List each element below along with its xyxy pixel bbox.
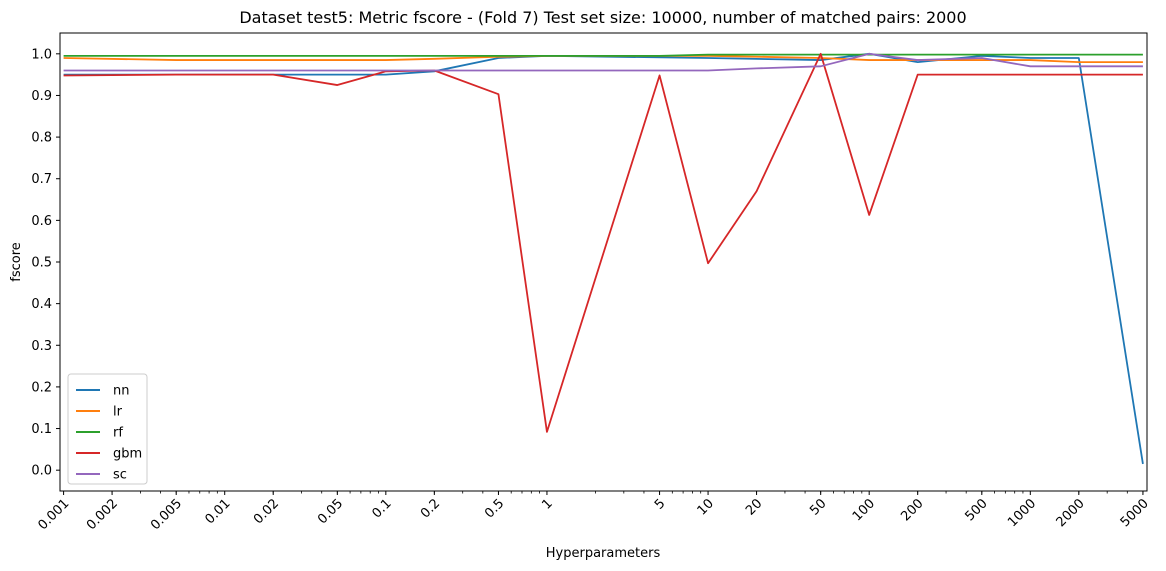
y-tick-label: 0.6 [31, 214, 52, 229]
x-tick-label: 500 [962, 496, 990, 524]
y-tick-label: 0.8 [31, 131, 52, 146]
legend-label-gbm: gbm [113, 447, 142, 462]
legend-label-nn: nn [113, 384, 129, 399]
x-tick-label: 0.02 [251, 496, 282, 527]
x-tick-label: 50 [807, 496, 829, 518]
series-line-gbm [63, 52, 1143, 433]
legend-label-lr: lr [113, 405, 123, 420]
x-tick-label: 0.2 [418, 496, 443, 521]
x-tick-label: 200 [898, 496, 926, 524]
x-tick-label: 0.001 [35, 496, 72, 533]
y-tick-label: 1.0 [31, 47, 52, 62]
x-tick-label: 5 [652, 496, 668, 512]
y-tick-label: 0.5 [31, 256, 52, 271]
y-tick-label: 0.1 [31, 422, 52, 437]
x-tick-label: 10 [695, 496, 717, 518]
y-tick-label: 0.3 [31, 339, 52, 354]
x-tick-label: 0.05 [315, 496, 346, 527]
chart-title: Dataset test5: Metric fscore - (Fold 7) … [239, 8, 966, 27]
y-axis-title: fscore [9, 242, 24, 282]
plot-area [59, 32, 1148, 492]
x-tick-label: 0.01 [202, 496, 233, 527]
x-axis-title: Hyperparameters [546, 546, 661, 561]
series-line-nn [63, 52, 1144, 465]
y-tick-label: 0.9 [31, 89, 52, 104]
y-axis: 0.0 0.1 0.2 0.3 0.4 0.5 0.6 0.7 0.8 0.9 1.0 [31, 47, 60, 479]
legend: nn lr rf gbm sc [67, 373, 148, 485]
x-tick-label: 0.1 [369, 496, 394, 521]
x-tick-label: 0.002 [84, 496, 121, 533]
x-tick-label: 0.5 [482, 496, 507, 521]
legend-frame [67, 373, 148, 485]
y-tick-label: 0.0 [31, 464, 52, 479]
series-line-rf [63, 53, 1143, 57]
x-tick-label: 20 [743, 496, 765, 518]
x-tick-label: 100 [850, 496, 878, 524]
x-tick-label: 1000 [1005, 496, 1039, 530]
x-tick-label: 5000 [1118, 496, 1152, 530]
y-tick-label: 0.7 [31, 172, 52, 187]
series-layer [63, 52, 1144, 465]
legend-label-rf: rf [113, 426, 123, 441]
x-tick-label: 2000 [1054, 496, 1088, 530]
y-tick-label: 0.2 [31, 380, 52, 395]
x-axis: 0.001 0.002 0.005 0.01 0.02 0.05 0.1 0.2 0.5 1 5 10… [35, 491, 1152, 533]
x-tick-label: 0.005 [148, 496, 185, 533]
x-tick-label: 1 [539, 496, 555, 512]
legend-label-sc: sc [113, 468, 127, 483]
y-tick-label: 0.4 [31, 297, 52, 312]
series-line-sc [63, 52, 1143, 72]
